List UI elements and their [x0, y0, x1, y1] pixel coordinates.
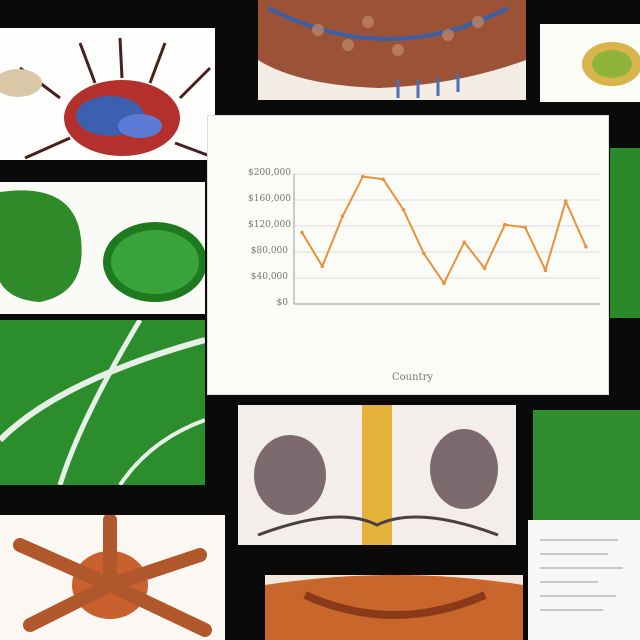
muscle-illustration [265, 575, 523, 640]
text-page-illustration [540, 539, 623, 611]
data-point [442, 281, 446, 285]
series-line [301, 175, 587, 286]
chart-card: Country $0 $40,000 $80,000 $120,000 $160,000… [208, 116, 608, 394]
text-page-tile [528, 520, 640, 640]
green-block-tile [533, 410, 640, 520]
data-point [523, 225, 527, 230]
y-tick-label: $40,000 [250, 272, 288, 282]
tissue-illustration [258, 0, 526, 98]
data-point [401, 207, 406, 212]
y-tick-label: $80,000 [250, 246, 288, 256]
y-tick-label: $120,000 [248, 220, 291, 230]
seed-tile [540, 24, 640, 102]
cell-illustration-tile [0, 28, 215, 160]
green-organ-right-tile [610, 148, 640, 318]
line-chart [293, 173, 600, 305]
data-point [421, 251, 426, 256]
muscle-tile [265, 575, 523, 640]
data-point [482, 266, 487, 271]
data-point [300, 230, 304, 235]
data-point [462, 240, 467, 245]
root-organ-tile [0, 515, 225, 640]
data-point [381, 177, 385, 181]
y-tick-label: $200,000 [248, 168, 291, 178]
y-tick-label: $0 [276, 298, 288, 308]
data-point [503, 222, 507, 227]
data-point [584, 245, 588, 249]
green-organ-illustration [0, 190, 205, 302]
root-illustration [13, 515, 212, 637]
data-point [543, 268, 548, 272]
kidney-illustration [254, 405, 499, 545]
kidney-tile [238, 405, 516, 545]
data-point [563, 199, 568, 204]
leaf-tile [0, 320, 205, 485]
y-tick-label: $160,000 [248, 194, 291, 204]
seed-illustration [582, 42, 640, 86]
x-axis-label: Country [392, 372, 434, 383]
tissue-top-tile [258, 0, 526, 100]
cell-illustration [0, 37, 212, 160]
data-point [340, 214, 345, 219]
data-point [361, 174, 365, 179]
green-organ-left-tile [0, 182, 205, 314]
data-point [320, 264, 325, 269]
leaf-illustration [0, 320, 205, 485]
